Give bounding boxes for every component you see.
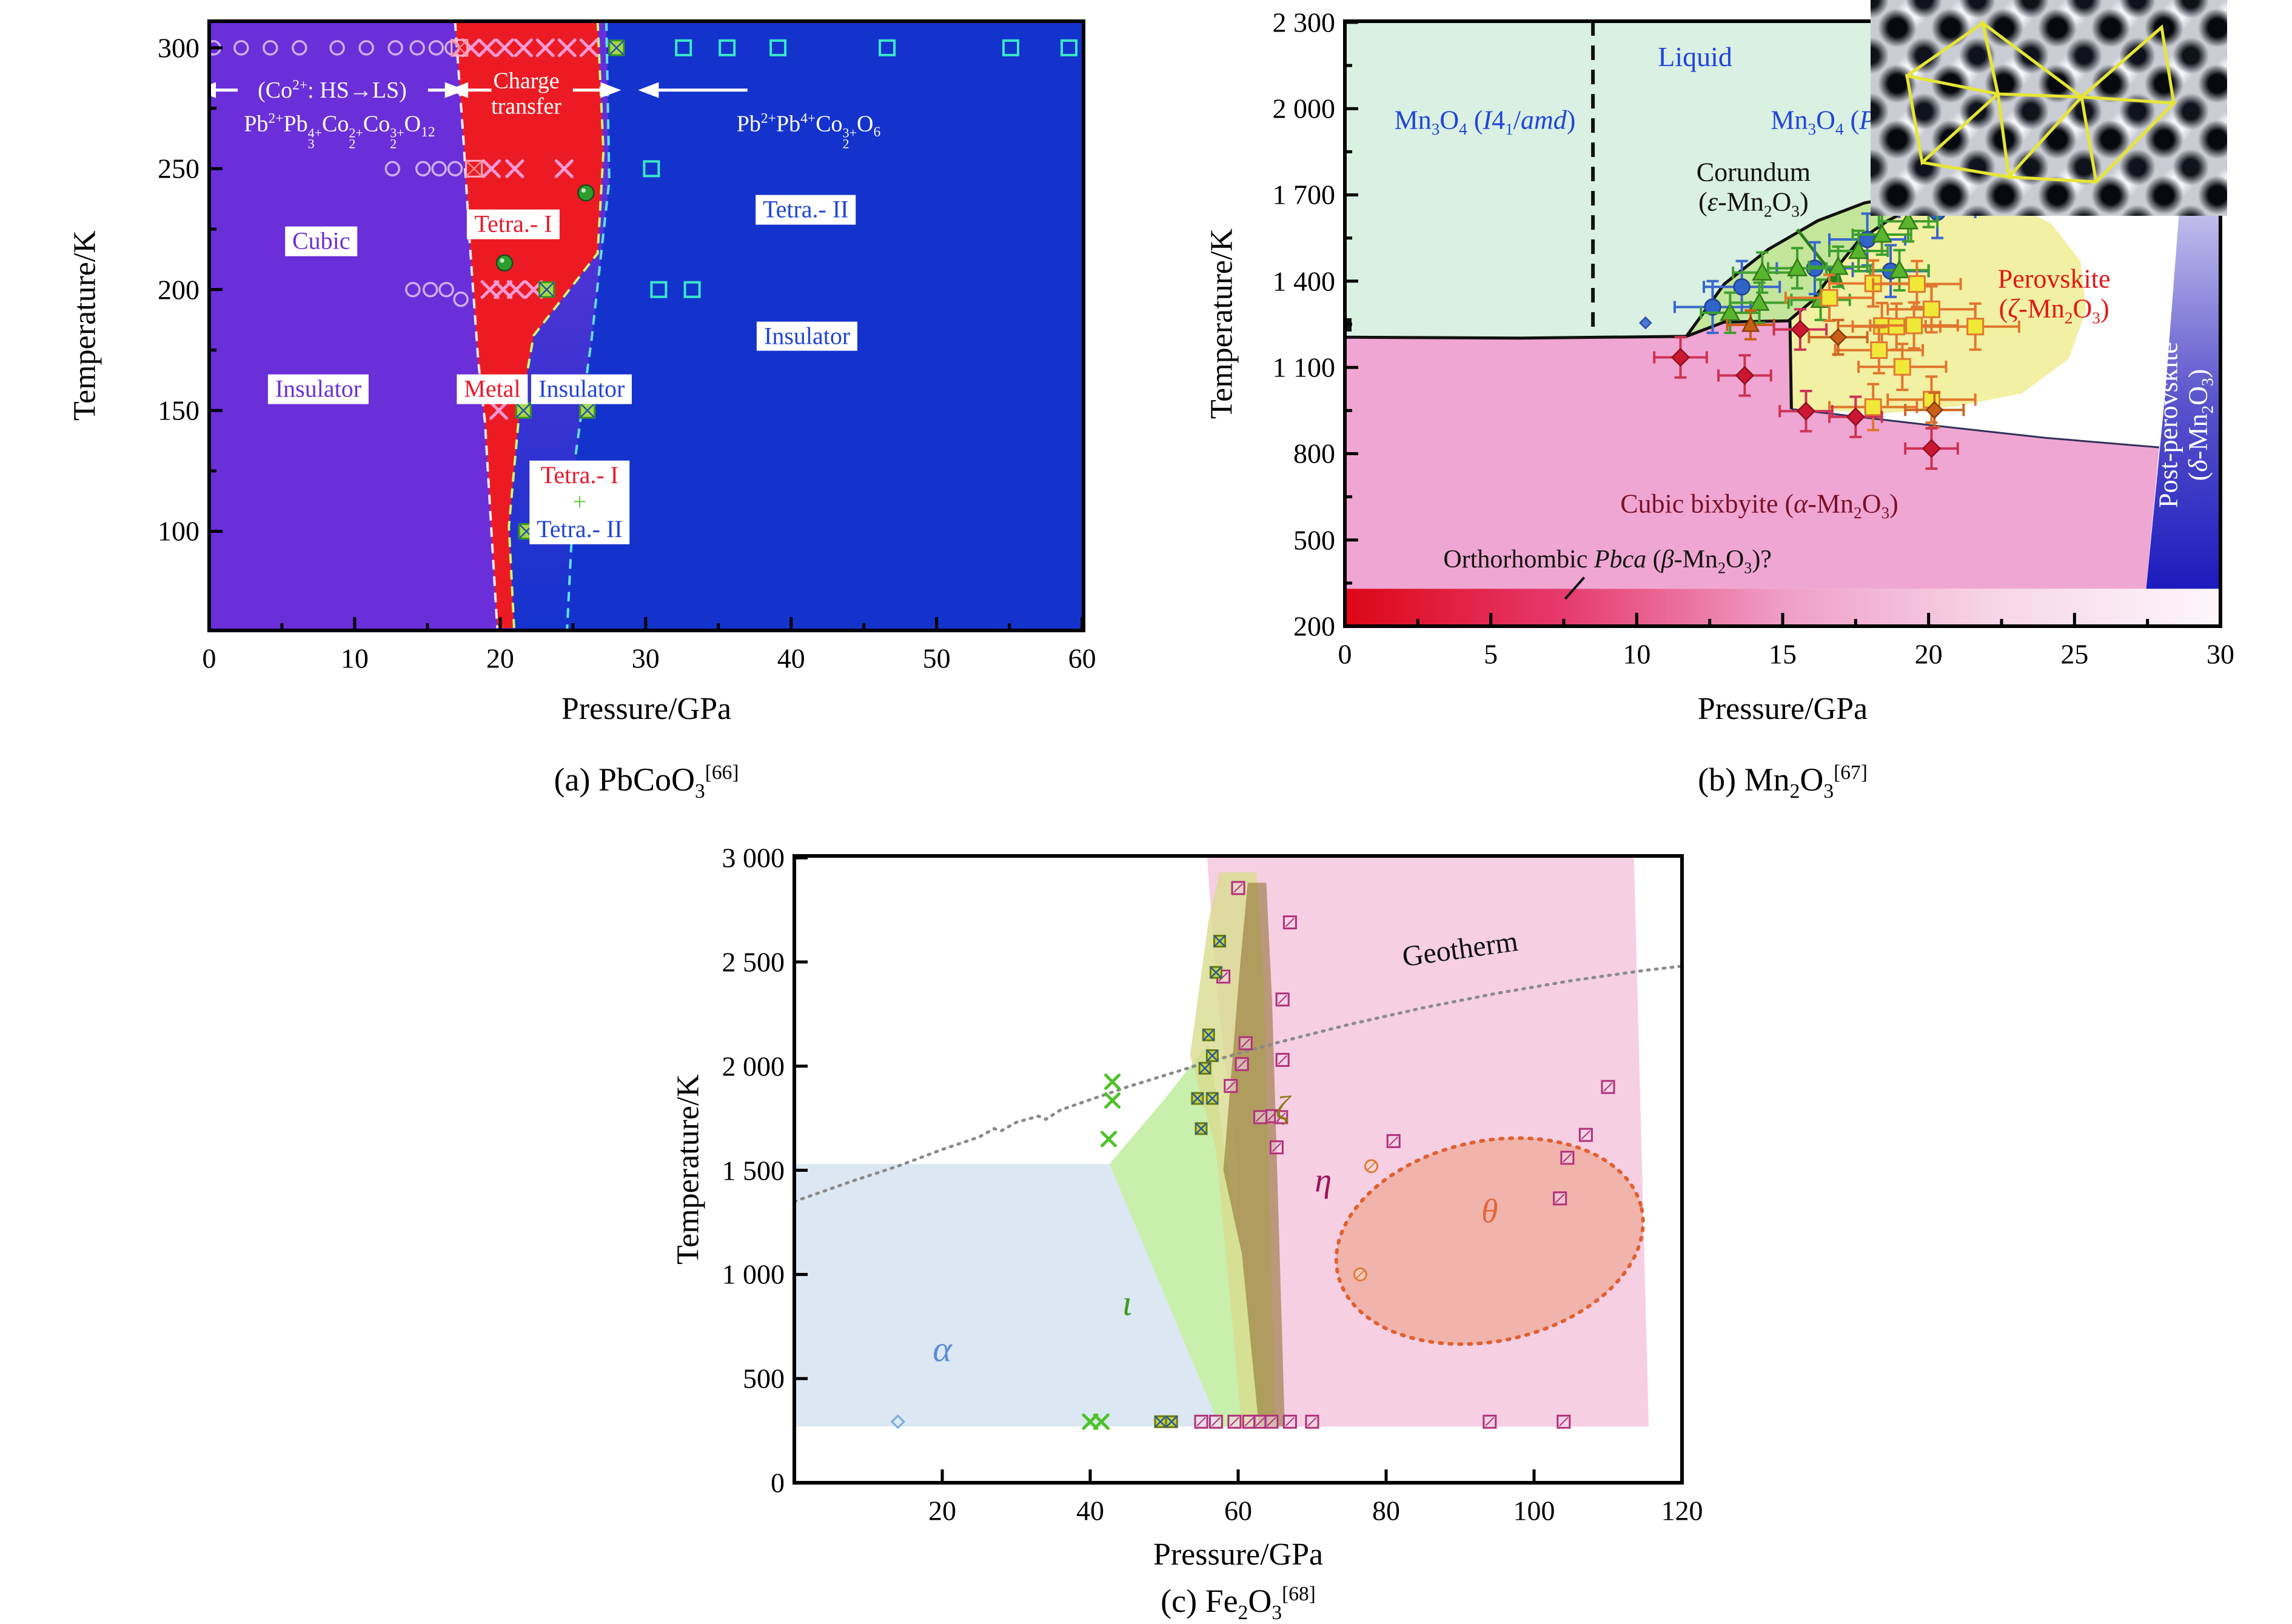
series-small-blue-diamond [1639, 316, 1652, 330]
wedge-lower-boundary [1686, 319, 1789, 338]
alpha-bluegray [794, 1164, 1220, 1427]
panel-c-caption: (c) Fe2O3[68] [1161, 1583, 1316, 1624]
ticks-b [1343, 21, 2222, 628]
beta-gradient-bar [1345, 589, 2220, 625]
series-alpha-blue-diamond [890, 1414, 905, 1429]
tetra2-converging-arrow [638, 82, 748, 98]
ticks-c [794, 856, 1684, 1485]
boundary-cubic-tetra1 [454, 21, 499, 629]
geotherm-line [794, 964, 1682, 1203]
stem-inset-image [1871, 0, 2227, 216]
ticks-a [207, 46, 1084, 630]
series-orange-diamonds [1808, 318, 1965, 429]
panel-b-caption: (b) Mn2O3[67] [1698, 761, 1868, 803]
series-theta-orange-circles [1353, 1159, 1379, 1281]
plot-area-b [1345, 21, 2220, 625]
pink-top-right-edge [1791, 408, 2160, 449]
plot-area-c [794, 857, 1682, 1430]
plot-b [1343, 19, 2222, 628]
panel-b-xaxis-title: Pressure/GPa [1697, 692, 1868, 726]
theta-ellipse [1334, 1136, 1645, 1346]
boundary-tetra1-right [508, 21, 605, 629]
series-metal-green-balls [495, 184, 595, 272]
series-zeta-olive-squares [1154, 935, 1226, 1428]
iota-green [1109, 1043, 1268, 1427]
series-eta-magenta-squares [1194, 881, 1615, 1429]
charge-right-arrow [572, 82, 622, 98]
series-tetra2-cyan-squares [643, 39, 1077, 298]
series-iota-green-x [1082, 1074, 1121, 1430]
liquid-mn3o4-mint [1345, 21, 2031, 338]
panel-b-yaxis-title: Temperature/K [1204, 229, 1239, 419]
tetra2-insulator-blue [567, 21, 1084, 630]
panel-c-yaxis-title: Temperature/K [671, 1074, 706, 1265]
melting-line [1345, 335, 1687, 340]
panel-c-xaxis-title: Pressure/GPa [1153, 1537, 1324, 1572]
panel-a-caption: (a) PbCoO3[66] [554, 761, 739, 803]
charge-left-arrow [447, 82, 492, 98]
plot-area-a [209, 21, 1084, 630]
plot-c [792, 854, 1684, 1485]
panel-a-xaxis-title: Pressure/GPa [561, 692, 732, 726]
bixbyite-pink [1345, 321, 2159, 589]
series-mixed-salmon-boxx [451, 39, 483, 178]
panel-a-yaxis-title: Temperature/K [67, 230, 102, 421]
plot-a [207, 19, 1085, 632]
inset-overlay-network [1905, 19, 2177, 184]
perovskite-left-vertical [1788, 321, 1793, 409]
zeta-band-dark [1223, 883, 1285, 1427]
orthorhombic-pointer [1564, 576, 1586, 600]
post-perovskite-band [2146, 206, 2220, 590]
series-bixbyite-red-diamonds [1653, 308, 1959, 470]
